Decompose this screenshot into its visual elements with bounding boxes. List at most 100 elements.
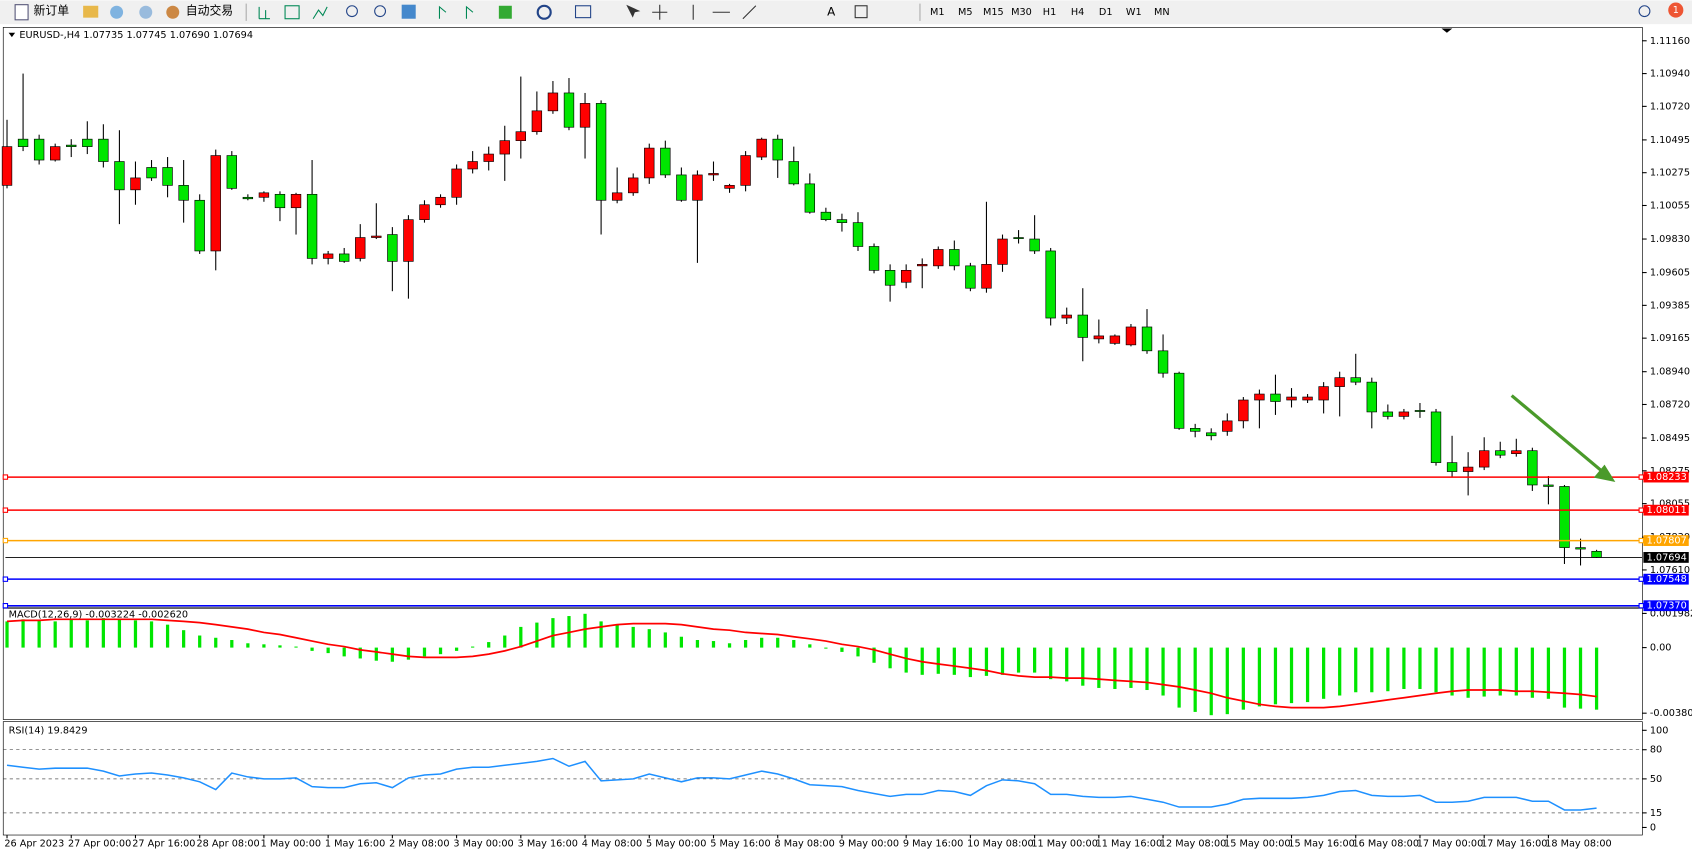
icon[interactable] <box>284 5 300 20</box>
macd-bar <box>406 647 411 660</box>
periods[interactable] <box>536 4 552 20</box>
candle-body <box>114 161 125 191</box>
macd-bar <box>824 647 828 649</box>
price-tag-label: 1.07370 <box>1647 601 1687 612</box>
candle-body <box>1366 381 1377 413</box>
timeframe[interactable]: MN <box>1154 7 1170 18</box>
notification-badge[interactable] <box>1668 2 1684 18</box>
search[interactable] <box>1638 5 1651 18</box>
macd-bar <box>1129 647 1133 688</box>
arrow-line <box>1510 394 1606 475</box>
timeframe[interactable]: D1 <box>1099 7 1113 18</box>
text-tool[interactable]: A <box>827 5 836 19</box>
x-tick-label: 28 Apr 08:00 <box>196 839 259 850</box>
candle-body <box>1543 484 1554 487</box>
macd-bar <box>984 647 989 676</box>
macd-bar <box>760 637 764 648</box>
y-tick-label: 100 <box>1650 725 1669 736</box>
icon[interactable] <box>139 5 153 19</box>
macd-bar <box>856 647 860 657</box>
new-order[interactable]: 新订单 <box>33 4 69 18</box>
macd-bar <box>1450 647 1454 696</box>
y-tick-label: 0 <box>1650 822 1656 833</box>
candle-body <box>1109 335 1121 344</box>
new-order-icon[interactable] <box>14 4 29 21</box>
y-tick-label: 1.10055 <box>1650 200 1690 211</box>
candle-body <box>949 249 960 267</box>
macd-bar <box>535 622 539 648</box>
crosshair[interactable] <box>652 4 668 20</box>
x-tick-label: 1 May 16:00 <box>325 839 385 850</box>
candle-body <box>1045 250 1056 319</box>
candle-body <box>306 193 318 259</box>
timeframe[interactable]: H4 <box>1071 7 1084 18</box>
y-tick-label: 1.09830 <box>1650 234 1690 245</box>
draw-tools[interactable] <box>692 4 757 20</box>
price-tag-label: 1.07694 <box>1647 552 1687 563</box>
candle-body <box>1013 237 1024 239</box>
timeframe[interactable]: M1 <box>930 7 945 18</box>
icon[interactable] <box>110 5 124 19</box>
icon[interactable] <box>83 5 99 18</box>
macd-bar <box>1338 647 1342 696</box>
macd-bar <box>1594 647 1599 710</box>
y-tick-label: 1.11160 <box>1650 36 1690 47</box>
zoom-in[interactable] <box>346 5 358 18</box>
label-tool[interactable] <box>854 5 868 19</box>
candle-body <box>1382 411 1394 417</box>
candle-body <box>1414 410 1426 412</box>
candle-body <box>772 138 783 161</box>
macd-pane <box>2 607 1643 720</box>
cursor[interactable] <box>626 4 641 18</box>
timeframe[interactable]: M30 <box>1011 7 1032 18</box>
symbol-menu[interactable] <box>8 32 16 38</box>
price-tag-label: 1.07548 <box>1647 574 1687 585</box>
level-handle <box>1638 537 1644 544</box>
auto-trading[interactable]: 自动交易 <box>186 4 233 18</box>
price-tag-label: 1.08233 <box>1647 472 1687 483</box>
rsi-line <box>6 757 1597 811</box>
timeframe[interactable]: W1 <box>1126 7 1142 18</box>
macd-bar <box>695 640 700 648</box>
macd-bar <box>1578 647 1583 709</box>
x-tick-label: 4 May 08:00 <box>582 839 642 850</box>
macd-bar <box>69 619 73 648</box>
indicators[interactable] <box>498 5 512 19</box>
candle-body <box>467 161 478 170</box>
y-tick-label: 1.10940 <box>1650 69 1690 80</box>
candle-body <box>1350 377 1361 383</box>
candle-body <box>419 204 430 220</box>
macd-bar <box>1482 647 1486 697</box>
timeframe[interactable]: H1 <box>1043 7 1056 18</box>
candle-body <box>1238 399 1249 422</box>
candle-body <box>290 193 302 209</box>
macd-bar <box>165 624 170 648</box>
price-tag-label: 1.07807 <box>1647 536 1687 547</box>
y-tick-label: 1.08720 <box>1650 399 1690 410</box>
candle-body <box>66 144 77 147</box>
timeframe[interactable]: M15 <box>983 7 1004 18</box>
candle-body <box>1527 450 1538 486</box>
candle-body <box>611 192 623 201</box>
auto-trading-icon[interactable] <box>166 5 180 19</box>
icon[interactable] <box>312 6 328 20</box>
tile[interactable] <box>401 4 416 19</box>
candle-body <box>676 174 687 201</box>
marks: 1.11160 1.10940 1.10720 1.10495 1.10275 1.100… <box>1 36 1692 850</box>
x-tick-label: 26 Apr 2023 <box>4 839 64 850</box>
macd-bar <box>968 647 973 678</box>
macd-bar <box>519 626 523 648</box>
level-handle <box>2 537 9 544</box>
zoom-out[interactable] <box>374 5 387 18</box>
templates[interactable] <box>574 5 592 19</box>
timeframe[interactable]: M5 <box>958 7 973 18</box>
candle-body <box>322 253 334 259</box>
y-tick-label: 80 <box>1650 745 1662 756</box>
macd-bar <box>182 630 186 648</box>
candle-body <box>917 264 928 267</box>
macd-bar <box>1000 647 1005 675</box>
icon[interactable] <box>465 5 474 19</box>
icon[interactable] <box>258 6 270 20</box>
macd-bar <box>454 647 459 651</box>
icon[interactable] <box>438 5 447 19</box>
